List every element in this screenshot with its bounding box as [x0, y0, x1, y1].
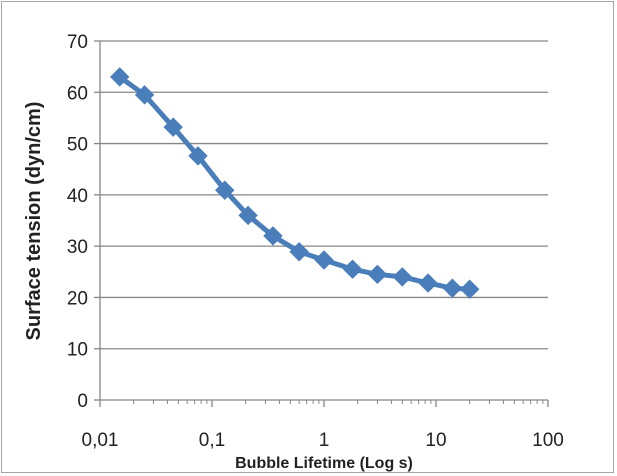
data-point-marker — [392, 267, 412, 287]
x-tick-label: 1 — [319, 430, 330, 451]
data-point-marker — [163, 117, 183, 137]
data-point-marker — [215, 180, 235, 200]
data-point-marker — [289, 242, 309, 262]
data-point-marker — [460, 279, 480, 299]
y-tick-label: 20 — [67, 288, 88, 309]
data-point-marker — [367, 264, 388, 285]
y-tick-label: 70 — [67, 32, 88, 53]
series-line — [117, 74, 473, 292]
y-tick-labels: 0 10 20 30 40 50 60 70 — [67, 32, 88, 412]
y-tick-label: 30 — [67, 237, 88, 258]
x-tick-labels: 0,01 0,1 1 10 100 — [82, 430, 564, 451]
data-point-marker — [314, 250, 334, 270]
data-point-marker — [263, 226, 283, 246]
data-point-marker — [238, 205, 258, 226]
y-tick-label: 50 — [67, 135, 88, 156]
x-tick-label: 10 — [425, 430, 446, 451]
y-tick-label: 40 — [67, 186, 88, 207]
data-point-marker — [442, 278, 463, 298]
data-point-marker — [110, 67, 130, 87]
x-tick-label: 100 — [532, 430, 564, 451]
x-tick-label: 0,1 — [199, 430, 225, 451]
data-point-marker — [188, 146, 208, 166]
y-tick-label: 0 — [77, 391, 88, 412]
x-axis-title: Bubble Lifetime (Log s) — [235, 455, 413, 472]
y-tick-label: 10 — [67, 340, 88, 361]
data-series — [110, 67, 480, 299]
y-tick-label: 60 — [67, 83, 88, 104]
data-point-marker — [134, 85, 155, 105]
data-point-marker — [342, 259, 363, 279]
axes — [94, 40, 549, 407]
x-tick-label: 0,01 — [82, 430, 119, 451]
data-point-marker — [418, 273, 438, 293]
grid-lines — [100, 40, 548, 350]
y-axis-title: Surface tension (dyn/cm) — [23, 102, 45, 341]
